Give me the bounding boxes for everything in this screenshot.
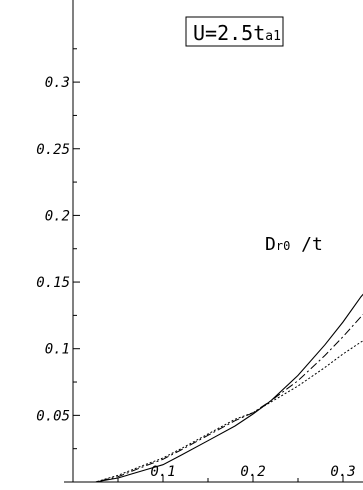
series-line-solid (85, 293, 363, 483)
chart-curves (85, 293, 363, 483)
x-tick-label: 0.2 (240, 464, 265, 480)
y-tick-label: 0.15 (36, 275, 70, 291)
chart-ticks (73, 48, 344, 482)
y-tick-label: 0.3 (45, 75, 70, 91)
curve-label: Dr0 /t (265, 234, 323, 255)
x-tick-label: 0.1 (150, 464, 175, 480)
chart-tick-labels: 0.1 0.2 0.3 0.05 0.1 0.15 0.2 0.25 0.3 (36, 75, 355, 480)
series-line-dashdot (85, 313, 363, 483)
x-tick-label: 0.3 (330, 464, 355, 480)
y-tick-label: 0.1 (45, 342, 70, 358)
annotation-text: U=2.5ta1 (193, 21, 281, 45)
chart-axes (64, 0, 363, 483)
y-tick-label: 0.2 (45, 208, 70, 224)
series-line-dotted (85, 340, 363, 483)
annotation-box: U=2.5ta1 (185, 16, 284, 47)
y-tick-label: 0.05 (36, 408, 70, 424)
y-tick-label: 0.25 (36, 142, 70, 158)
